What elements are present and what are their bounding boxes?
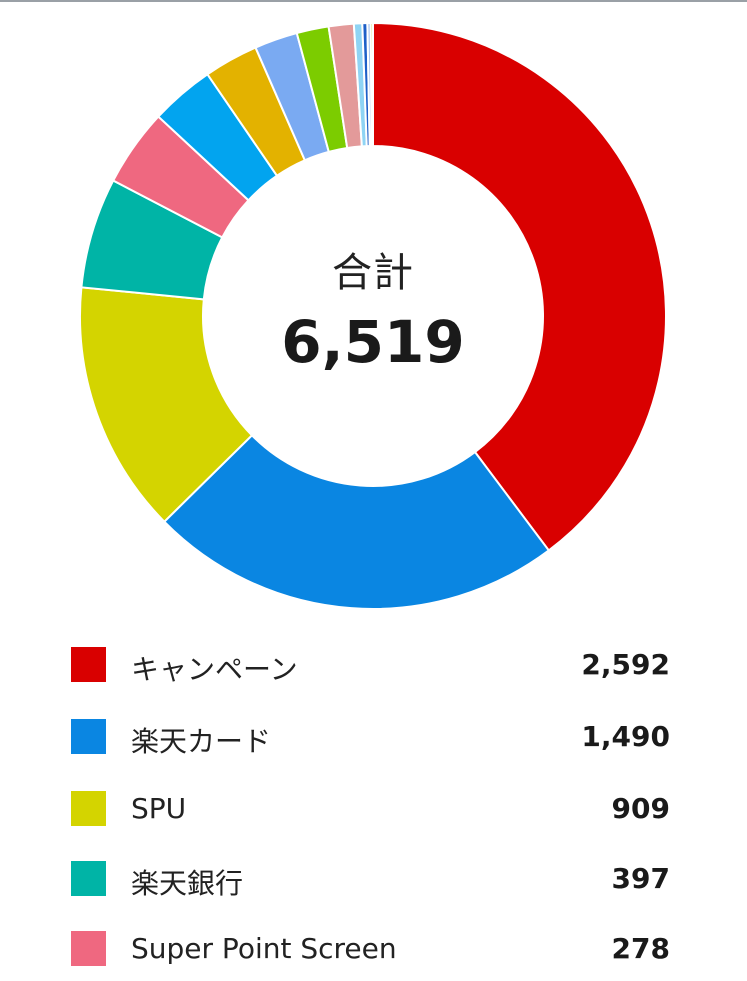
legend-label: キャンペーン [131,653,298,686]
donut-chart: 合計 6,519 [79,21,667,610]
donut-slice-1[interactable] [162,433,551,610]
legend-value: 2,592 [581,648,670,681]
legend-value: 1,490 [581,720,670,753]
donut-slice-0[interactable] [372,21,667,552]
legend-value: 397 [611,862,670,895]
legend-label: 楽天カード [131,725,272,758]
legend-label: 楽天銀行 [131,867,244,900]
legend-label: SPU [131,792,187,825]
legend-swatch [71,791,106,826]
total-label: 合計 [332,250,414,296]
legend-swatch [71,719,106,754]
legend-item-rakuten-card[interactable]: 楽天カード 1,490 [0,704,747,764]
top-divider [0,0,747,2]
legend-swatch [71,647,106,682]
legend-swatch [71,861,106,896]
donut-slices [79,21,667,610]
donut-slice-13[interactable] [369,21,374,148]
legend-item-spu[interactable]: SPU 909 [0,776,747,836]
donut-svg [79,21,667,610]
legend-item-super-point-screen[interactable]: Super Point Screen 278 [0,916,747,976]
legend-item-campaign[interactable]: キャンペーン 2,592 [0,632,747,692]
total-value: 6,519 [281,308,465,376]
legend-value: 278 [611,932,670,965]
legend-label: Super Point Screen [131,932,397,965]
legend-value: 909 [611,792,670,825]
legend-swatch [71,931,106,966]
legend-item-rakuten-bank[interactable]: 楽天銀行 397 [0,846,747,906]
